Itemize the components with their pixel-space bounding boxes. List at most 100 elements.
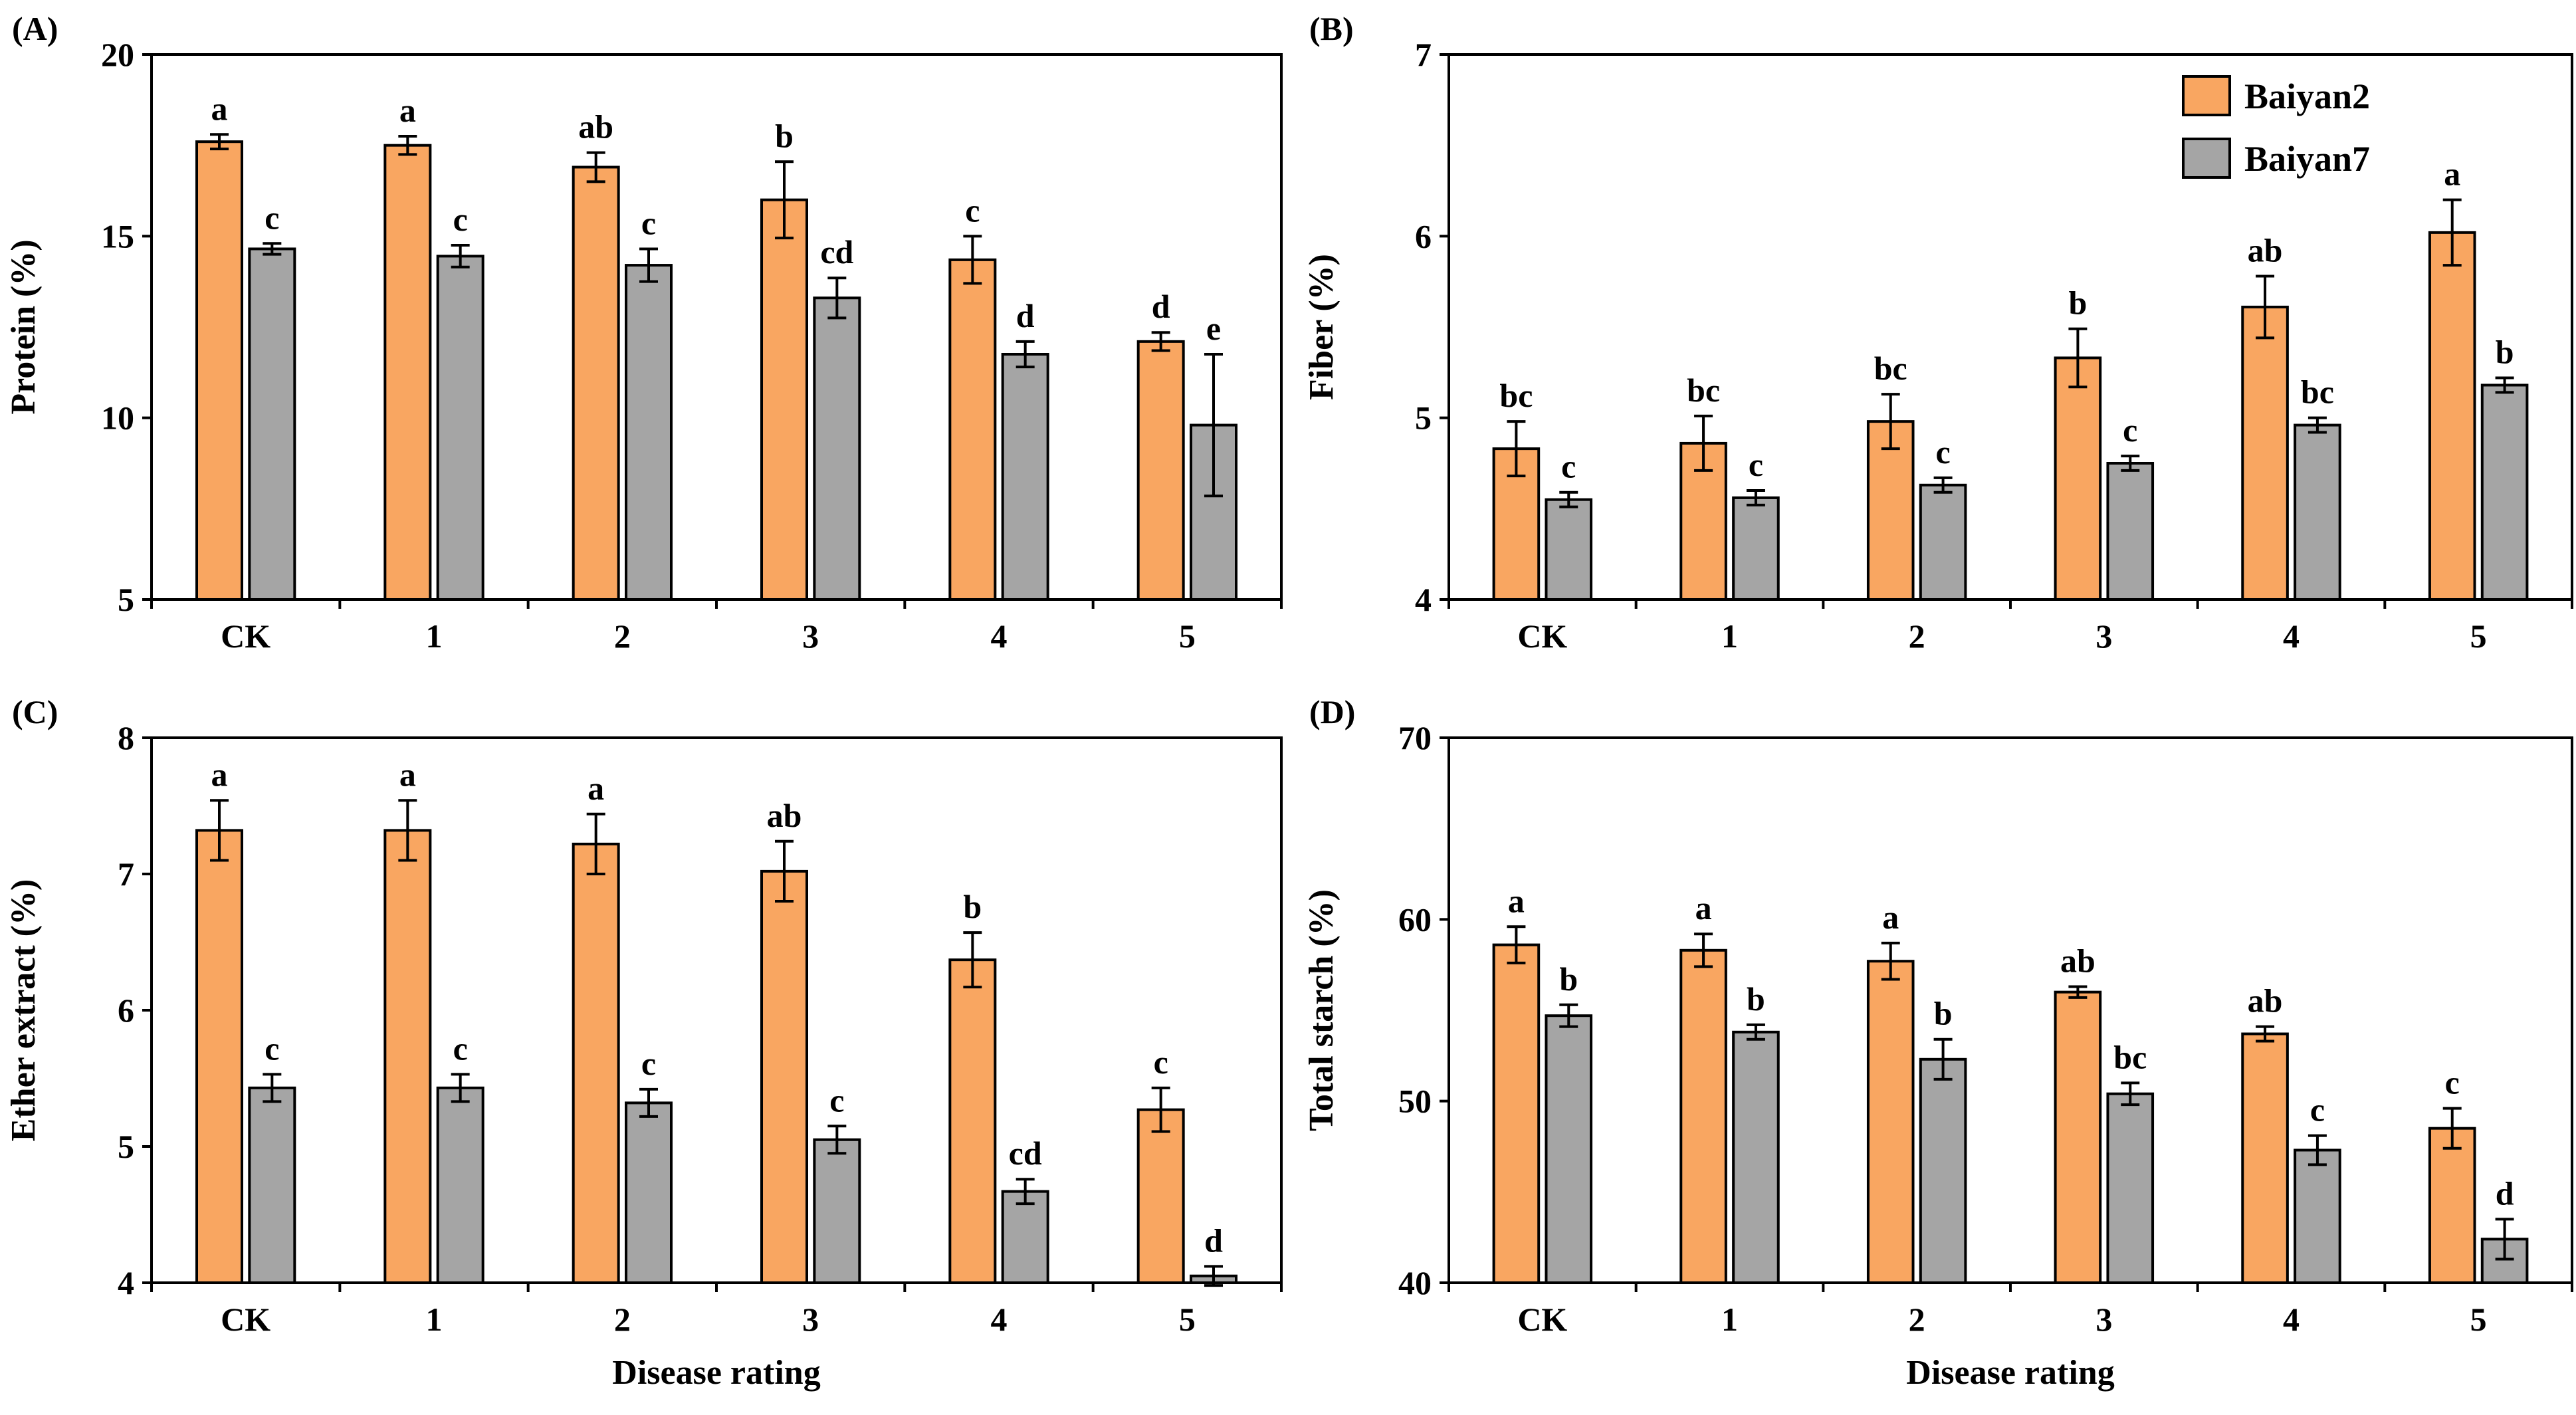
- error-bar: [827, 276, 847, 320]
- significance-label: c: [1749, 446, 1763, 483]
- significance-label: bc: [1687, 372, 1720, 409]
- y-tick-label: 10: [101, 399, 134, 437]
- bar-baiyan7: [248, 247, 296, 601]
- significance-label: b: [2496, 334, 2514, 371]
- y-tick-label: 5: [118, 1128, 134, 1165]
- error-bar: [210, 133, 229, 151]
- significance-label: c: [2123, 411, 2137, 449]
- y-tick-label: 5: [118, 581, 134, 618]
- bar-baiyan2: [2428, 1127, 2476, 1284]
- error-bar: [1933, 476, 1953, 494]
- x-tick-label: 1: [1721, 1301, 1738, 1338]
- significance-label: b: [2068, 284, 2087, 322]
- bar-baiyan7: [1919, 483, 1967, 601]
- bar-baiyan2: [948, 958, 997, 1285]
- significance-label: cd: [1009, 1135, 1042, 1172]
- significance-label: bc: [1874, 350, 1907, 387]
- significance-label: c: [965, 191, 980, 229]
- bar-baiyan2: [1866, 960, 1915, 1284]
- bar-baiyan7: [436, 1086, 484, 1284]
- error-bar: [1016, 340, 1035, 369]
- bar-baiyan7: [436, 255, 484, 601]
- plot-frame: [150, 736, 1283, 1284]
- significance-label: d: [1152, 288, 1170, 325]
- error-bar: [2442, 198, 2462, 267]
- error-bar: [2256, 1025, 2275, 1043]
- y-axis-title: Ether extract (%): [5, 879, 43, 1142]
- error-bar: [210, 799, 229, 862]
- bar-baiyan2: [1679, 948, 1727, 1285]
- error-bar: [2121, 1081, 2140, 1107]
- error-bar: [2121, 455, 2140, 472]
- significance-label: a: [1882, 899, 1899, 936]
- y-tick-label: 4: [118, 1264, 134, 1301]
- legend: Baiyan2 Baiyan7: [2182, 75, 2370, 179]
- significance-label: ab: [578, 108, 613, 146]
- significance-label: c: [265, 1030, 279, 1067]
- significance-label: a: [211, 756, 228, 793]
- bar-baiyan2: [2241, 1032, 2289, 1284]
- x-tick-label: 2: [614, 1301, 631, 1338]
- y-tick-label: 15: [101, 217, 134, 255]
- x-tick-label: 3: [2095, 1301, 2112, 1338]
- bar-baiyan2: [760, 198, 808, 601]
- bar-baiyan2: [383, 144, 432, 601]
- panel-label: (D): [1309, 693, 1355, 730]
- error-bar: [2308, 416, 2327, 434]
- x-tick-label: CK: [221, 617, 270, 655]
- error-bar: [1881, 393, 1900, 451]
- significance-label: ab: [2248, 231, 2283, 269]
- bar-baiyan2: [760, 869, 808, 1284]
- legend-swatch-baiyan2: [2182, 75, 2231, 116]
- error-bar: [1694, 414, 1713, 472]
- significance-label: a: [1508, 882, 1525, 919]
- significance-label: a: [211, 90, 228, 127]
- significance-label: bc: [2301, 374, 2334, 411]
- significance-label: bc: [1499, 377, 1533, 414]
- error-bar: [1507, 925, 1526, 964]
- bar-baiyan7: [813, 296, 861, 601]
- error-bar: [398, 135, 417, 156]
- x-tick-label: 2: [1909, 617, 1925, 655]
- bar-baiyan7: [1919, 1057, 1967, 1285]
- significance-label: ab: [767, 797, 802, 834]
- y-tick-label: 50: [1398, 1083, 1432, 1120]
- error-bar: [2256, 274, 2275, 340]
- error-bar: [451, 1073, 470, 1103]
- bar-baiyan2: [1492, 943, 1541, 1284]
- x-tick-label: 3: [2095, 617, 2112, 655]
- bar-baiyan2: [2241, 305, 2289, 601]
- error-bar: [1559, 490, 1578, 508]
- error-bar: [1204, 1265, 1223, 1287]
- bar-baiyan2: [195, 140, 243, 601]
- legend-label: Baiyan2: [2244, 76, 2370, 116]
- significance-label: a: [1695, 889, 1712, 926]
- bar-baiyan2: [383, 829, 432, 1284]
- bar-baiyan7: [2106, 462, 2155, 601]
- bar-baiyan2: [1136, 340, 1185, 601]
- significance-label: a: [399, 756, 416, 793]
- panel-label: (B): [1309, 10, 1354, 47]
- significance-label: c: [265, 199, 279, 236]
- significance-label: b: [775, 117, 794, 154]
- error-bar: [2495, 1218, 2514, 1261]
- error-bar: [775, 160, 794, 240]
- error-bar: [1151, 1086, 1170, 1133]
- bar-baiyan2: [572, 165, 620, 601]
- bar-baiyan7: [1732, 1030, 1780, 1285]
- bar-baiyan2: [195, 829, 243, 1284]
- y-tick-label: 6: [118, 992, 134, 1029]
- significance-label: b: [963, 888, 982, 925]
- bar-baiyan7: [625, 1101, 673, 1285]
- significance-label: a: [2444, 156, 2460, 193]
- significance-label: cd: [820, 233, 853, 271]
- x-tick-label: 3: [802, 1301, 819, 1338]
- x-tick-label: 4: [991, 1301, 1008, 1338]
- y-tick-label: 60: [1398, 901, 1432, 938]
- x-tick-label: CK: [1517, 617, 1567, 655]
- error-bar: [639, 247, 658, 283]
- bar-baiyan7: [248, 1086, 296, 1284]
- bar-baiyan2: [948, 258, 997, 601]
